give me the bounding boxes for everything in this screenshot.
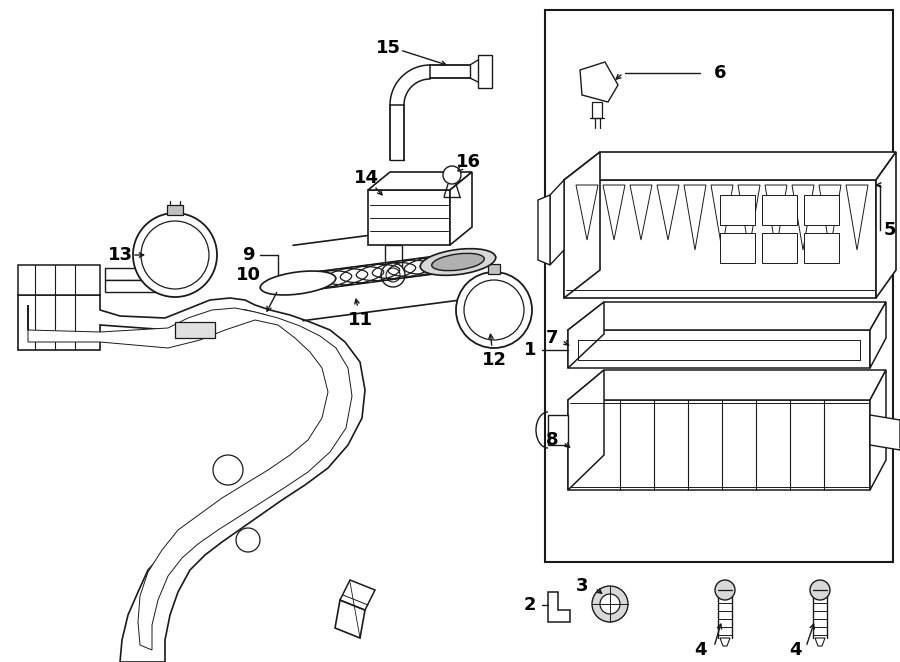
Ellipse shape (432, 254, 484, 271)
Text: 8: 8 (545, 431, 558, 449)
Polygon shape (564, 152, 600, 298)
Polygon shape (576, 185, 598, 240)
Text: 9: 9 (242, 246, 255, 264)
Polygon shape (792, 185, 814, 250)
Circle shape (236, 528, 260, 552)
Polygon shape (870, 370, 886, 490)
Polygon shape (450, 172, 472, 245)
Polygon shape (804, 233, 839, 263)
Polygon shape (568, 400, 870, 490)
Polygon shape (720, 233, 755, 263)
Circle shape (600, 594, 620, 614)
Polygon shape (738, 185, 760, 250)
Polygon shape (720, 638, 730, 646)
Polygon shape (550, 180, 564, 265)
Text: 15: 15 (375, 39, 401, 57)
Polygon shape (684, 185, 706, 250)
Text: 2: 2 (524, 596, 536, 614)
Polygon shape (762, 195, 797, 225)
Polygon shape (538, 195, 550, 265)
Text: 4: 4 (788, 641, 801, 659)
Text: 6: 6 (714, 64, 726, 82)
Polygon shape (568, 302, 604, 368)
Text: 14: 14 (354, 169, 379, 187)
Polygon shape (548, 415, 568, 445)
Circle shape (464, 280, 524, 340)
Polygon shape (630, 185, 652, 240)
Polygon shape (876, 152, 896, 298)
Polygon shape (167, 205, 183, 215)
Polygon shape (592, 102, 602, 118)
Polygon shape (720, 195, 755, 225)
Polygon shape (846, 185, 868, 250)
Polygon shape (765, 185, 787, 250)
Circle shape (592, 586, 628, 622)
Polygon shape (568, 370, 604, 490)
Text: 10: 10 (236, 266, 260, 284)
Polygon shape (340, 580, 375, 610)
Polygon shape (368, 172, 472, 190)
Text: 4: 4 (694, 641, 706, 659)
Polygon shape (548, 592, 570, 622)
Text: 16: 16 (455, 153, 481, 171)
Polygon shape (105, 268, 165, 280)
Polygon shape (870, 415, 900, 450)
Polygon shape (564, 152, 896, 180)
Circle shape (141, 221, 209, 289)
Text: 12: 12 (482, 351, 507, 369)
Circle shape (381, 263, 405, 287)
Polygon shape (580, 62, 618, 102)
Polygon shape (28, 305, 352, 650)
Text: 3: 3 (576, 577, 589, 595)
Polygon shape (711, 185, 733, 250)
Circle shape (456, 272, 532, 348)
Polygon shape (815, 638, 825, 646)
Text: 5: 5 (884, 221, 896, 239)
Polygon shape (488, 264, 500, 274)
Text: 1: 1 (524, 341, 536, 359)
Polygon shape (478, 55, 492, 88)
Circle shape (810, 580, 830, 600)
Polygon shape (18, 265, 100, 295)
Polygon shape (568, 330, 870, 368)
Circle shape (715, 580, 735, 600)
Polygon shape (603, 185, 625, 240)
Polygon shape (335, 600, 365, 638)
Polygon shape (568, 302, 886, 330)
Text: 11: 11 (347, 311, 373, 329)
Polygon shape (105, 280, 165, 292)
Polygon shape (564, 180, 876, 298)
Polygon shape (657, 185, 679, 240)
Circle shape (133, 213, 217, 297)
Polygon shape (819, 185, 841, 250)
Polygon shape (804, 195, 839, 225)
Polygon shape (390, 65, 430, 105)
Polygon shape (368, 190, 450, 245)
Circle shape (213, 455, 243, 485)
Bar (545, 10, 893, 562)
Polygon shape (385, 245, 402, 268)
Polygon shape (175, 322, 215, 338)
Polygon shape (870, 302, 886, 368)
Polygon shape (18, 295, 365, 662)
Ellipse shape (420, 249, 496, 275)
Text: 13: 13 (107, 246, 132, 264)
Ellipse shape (260, 271, 336, 295)
Polygon shape (762, 233, 797, 263)
Text: 7: 7 (545, 329, 558, 347)
Polygon shape (568, 370, 886, 400)
Circle shape (386, 268, 400, 282)
Circle shape (443, 166, 461, 184)
